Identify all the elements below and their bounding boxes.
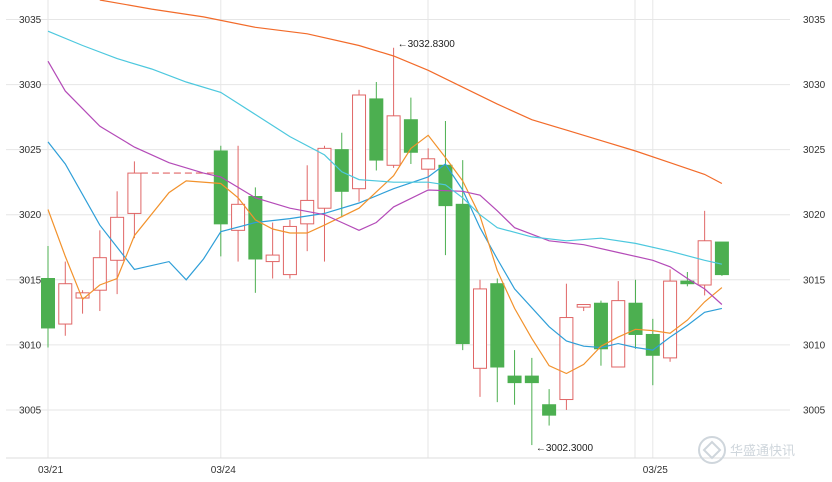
x-axis: 03/21 03/24 03/25 bbox=[38, 465, 668, 476]
candle-body bbox=[352, 94, 367, 190]
annotation-0: ←3032.8300 bbox=[398, 39, 456, 50]
candle-body bbox=[92, 257, 107, 291]
candle-body bbox=[524, 375, 539, 384]
y-tick-left-0: 3005 bbox=[19, 405, 42, 416]
candle-25 bbox=[473, 279, 487, 397]
candle-16 bbox=[317, 145, 332, 262]
candle-body bbox=[317, 147, 332, 209]
candle-body bbox=[231, 203, 246, 231]
candle-10 bbox=[213, 145, 228, 257]
y-tick-left-6: 3035 bbox=[19, 15, 42, 26]
candle-39 bbox=[714, 241, 729, 276]
candle-13 bbox=[265, 222, 280, 279]
candle-body bbox=[213, 150, 228, 225]
candle-3 bbox=[92, 230, 107, 312]
candle-12 bbox=[248, 187, 263, 293]
candle-body bbox=[611, 300, 626, 368]
candle-2 bbox=[75, 290, 90, 314]
candle-24 bbox=[455, 160, 470, 351]
ma10-line bbox=[47, 134, 723, 375]
candle-body bbox=[455, 203, 470, 345]
candle-5 bbox=[127, 161, 142, 239]
watermark-logo-icon bbox=[698, 436, 726, 464]
watermark-logo: 华盛通快讯 bbox=[698, 436, 795, 464]
candle-26 bbox=[490, 278, 505, 403]
candle-33 bbox=[611, 281, 626, 368]
candle-18 bbox=[352, 89, 367, 202]
candle-body bbox=[559, 317, 574, 401]
candle-body bbox=[542, 404, 557, 416]
ma30-line bbox=[47, 30, 723, 265]
y-tick-left-4: 3025 bbox=[19, 145, 42, 156]
candle-38 bbox=[697, 210, 712, 296]
candle-19 bbox=[369, 81, 384, 171]
candle-31 bbox=[576, 304, 591, 312]
watermark-logo-mark bbox=[702, 440, 722, 460]
candle-1 bbox=[58, 261, 73, 336]
candle-14 bbox=[282, 219, 297, 279]
candle-15 bbox=[300, 165, 315, 252]
candle-body bbox=[127, 172, 142, 214]
candle-body bbox=[663, 280, 678, 359]
y-tick-right-3: 3020 bbox=[803, 210, 826, 221]
y-axis-right: 3005 3010 3015 3020 3025 3030 3035 bbox=[803, 15, 826, 416]
candle-body bbox=[421, 158, 436, 170]
x-tick-1: 03/24 bbox=[211, 465, 236, 476]
candles bbox=[41, 47, 729, 446]
ma60-line bbox=[99, 0, 723, 185]
candle-body bbox=[58, 283, 73, 325]
candle-body bbox=[473, 288, 487, 369]
moving-average-lines bbox=[47, 0, 723, 375]
y-tick-right-5: 3030 bbox=[803, 80, 826, 91]
candle-28 bbox=[524, 357, 539, 446]
candle-body bbox=[576, 304, 591, 308]
y-tick-right-4: 3025 bbox=[803, 145, 826, 156]
candle-35 bbox=[645, 318, 660, 386]
candle-21 bbox=[403, 97, 418, 164]
candle-20 bbox=[386, 47, 401, 168]
y-tick-right-6: 3035 bbox=[803, 15, 826, 26]
y-axis-left: 3005 3010 3015 3020 3025 3030 3035 bbox=[19, 15, 42, 416]
candle-body bbox=[265, 254, 280, 263]
candle-body bbox=[490, 283, 505, 368]
candle-11 bbox=[231, 145, 246, 262]
candle-4 bbox=[110, 191, 125, 295]
candle-body bbox=[386, 115, 401, 166]
candle-body bbox=[41, 278, 55, 329]
candle-body bbox=[403, 119, 418, 153]
candle-body bbox=[282, 225, 297, 276]
y-tick-right-0: 3005 bbox=[803, 405, 826, 416]
y-tick-left-2: 3015 bbox=[19, 275, 42, 286]
candle-body bbox=[628, 302, 643, 335]
price-annotations: ←3032.8300 ←3002.3000 bbox=[398, 39, 594, 454]
x-tick-0: 03/21 bbox=[38, 465, 63, 476]
ma5-line bbox=[47, 141, 723, 351]
y-tick-left-1: 3010 bbox=[19, 340, 42, 351]
candle-17 bbox=[334, 132, 349, 218]
candle-body bbox=[714, 241, 729, 276]
candle-36 bbox=[663, 269, 678, 362]
candle-body bbox=[334, 149, 349, 192]
y-tick-left-3: 3020 bbox=[19, 210, 42, 221]
candle-body bbox=[645, 333, 660, 356]
candle-body bbox=[369, 98, 384, 161]
y-tick-right-2: 3015 bbox=[803, 275, 826, 286]
candle-29 bbox=[542, 389, 557, 426]
watermark-text: 华盛通快讯 bbox=[730, 444, 795, 459]
y-tick-right-1: 3010 bbox=[803, 340, 826, 351]
annotation-1: ←3002.3000 bbox=[536, 443, 594, 454]
candle-0 bbox=[41, 245, 55, 348]
x-tick-2: 03/25 bbox=[643, 465, 668, 476]
candle-34 bbox=[628, 279, 643, 349]
y-tick-left-5: 3030 bbox=[19, 80, 42, 91]
candle-32 bbox=[593, 300, 608, 366]
candle-body bbox=[593, 302, 608, 350]
candle-body bbox=[697, 240, 712, 286]
candle-27 bbox=[507, 350, 522, 405]
ma20-line bbox=[47, 60, 723, 305]
candle-30 bbox=[559, 283, 574, 410]
candle-body bbox=[248, 196, 263, 260]
candle-body bbox=[507, 375, 522, 384]
